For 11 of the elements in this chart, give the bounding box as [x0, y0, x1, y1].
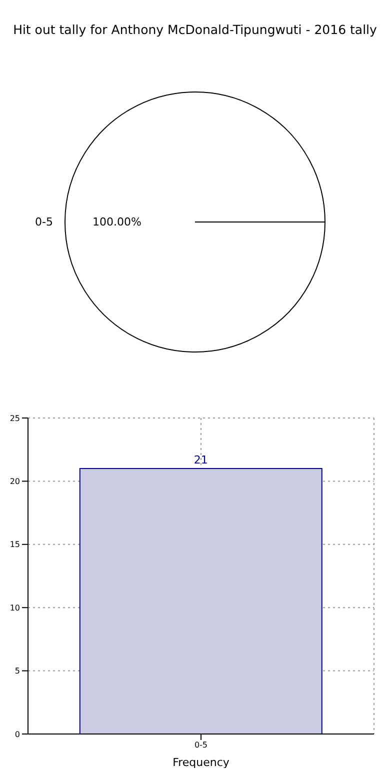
y-tick-label: 10 — [10, 603, 20, 612]
x-axis-title: Frequency — [172, 756, 230, 769]
y-tick-label: 20 — [10, 477, 20, 486]
y-tick-label: 15 — [10, 540, 20, 550]
chart-title: Hit out tally for Anthony McDonald-Tipungwuti - 2016 tally — [12, 21, 378, 37]
data-label: 100.00% — [92, 216, 142, 228]
data-label: 21 — [194, 454, 208, 467]
y-tick-label: 25 — [10, 414, 20, 423]
slice-label: 0-5 — [35, 216, 53, 228]
y-tick-label: 5 — [14, 666, 20, 676]
y-tick-label: 0 — [14, 730, 20, 739]
